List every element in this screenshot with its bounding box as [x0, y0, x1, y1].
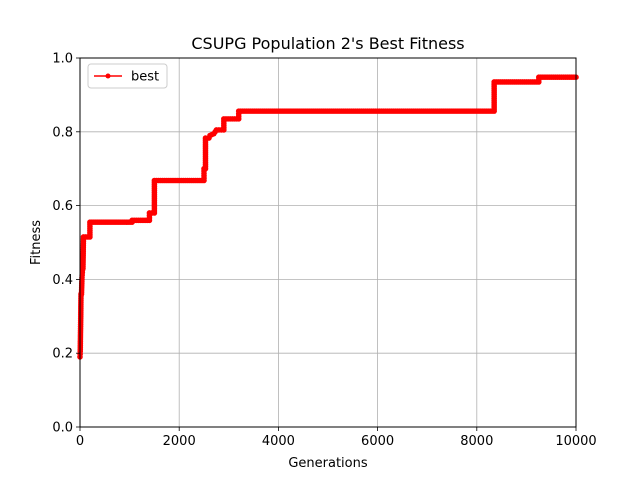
y-axis-ticks: 0.0 0.2 0.4 0.6 0.8 1.0 — [52, 52, 80, 436]
x-tick-label: 2000 — [163, 434, 196, 449]
x-tick-label: 8000 — [460, 434, 493, 449]
chart-title: CSUPG Population 2's Best Fitness — [191, 34, 464, 53]
y-tick-label: 0.8 — [52, 125, 73, 140]
legend-marker-sample — [105, 73, 111, 79]
legend-box — [87, 63, 168, 89]
x-axis-label: Generations — [288, 456, 368, 471]
y-axis-label: Fitness — [29, 220, 44, 265]
y-tick-label: 0.4 — [52, 273, 73, 288]
x-tick-label: 10000 — [555, 434, 596, 449]
x-tick-label: 0 — [76, 434, 84, 449]
x-tick-label: 6000 — [361, 434, 394, 449]
y-tick-label: 0.0 — [52, 421, 73, 436]
plot-frame — [79, 57, 577, 428]
y-tick-label: 0.6 — [52, 199, 73, 214]
y-tick-label: 1.0 — [52, 52, 73, 67]
x-tick-label: 4000 — [262, 434, 295, 449]
legend: best — [87, 63, 168, 89]
x-axis-ticks: 0 2000 4000 6000 8000 10000 — [76, 427, 597, 449]
y-tick-label: 0.2 — [52, 347, 73, 362]
grid — [79, 57, 577, 428]
legend-entry-best: best — [131, 70, 159, 85]
